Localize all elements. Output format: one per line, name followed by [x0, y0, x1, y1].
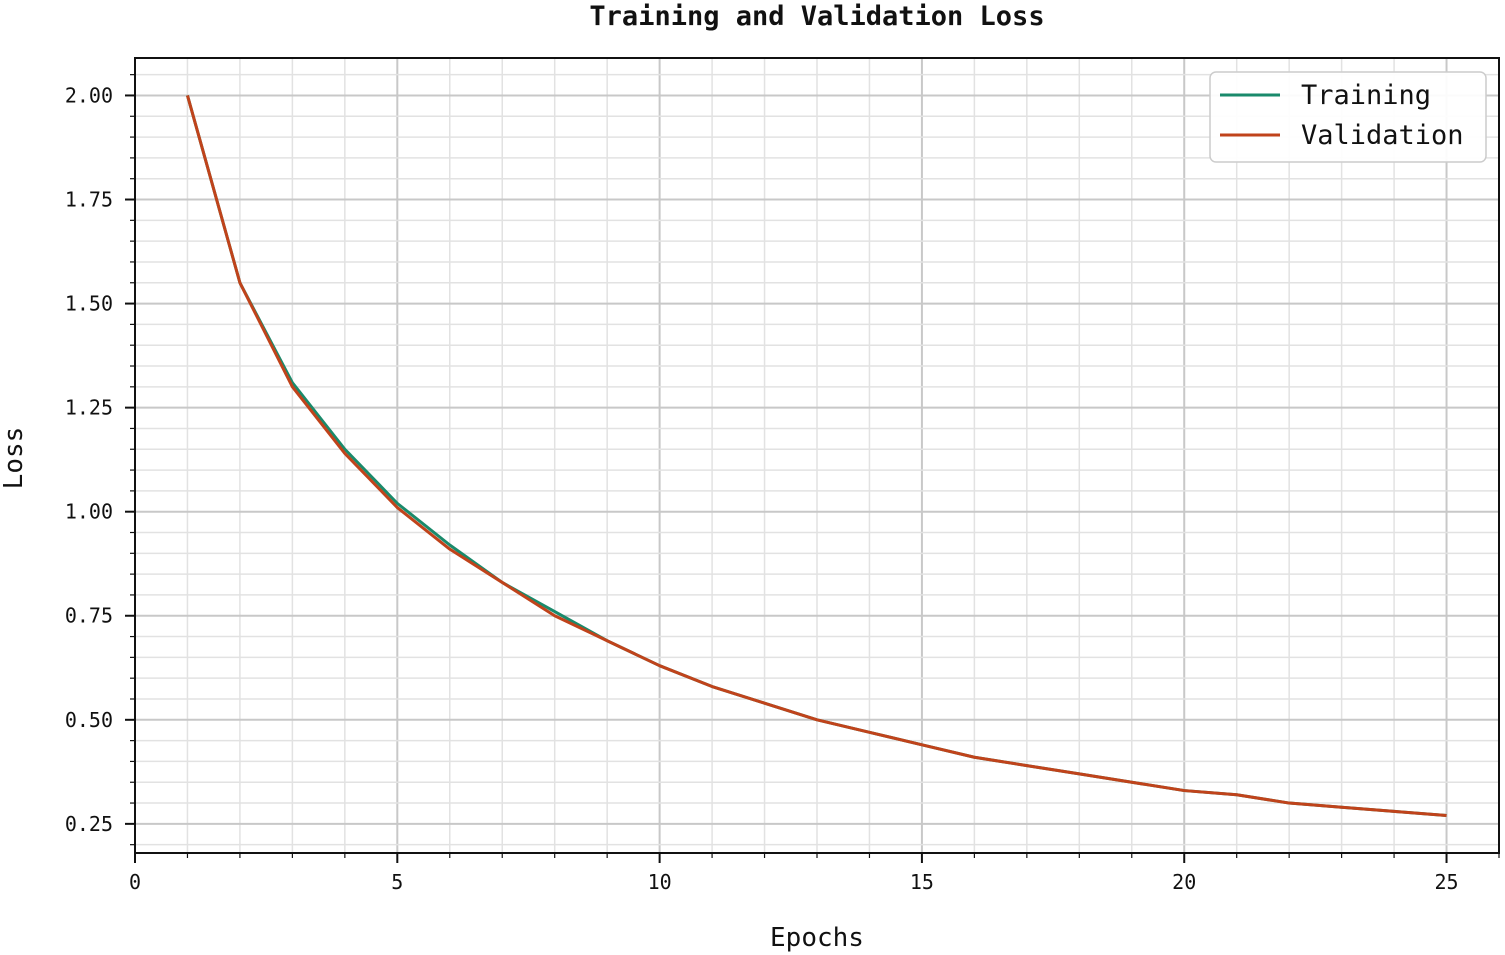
- grid: [135, 58, 1499, 853]
- y-tick-label: 1.00: [65, 500, 113, 524]
- legend-label-training: Training: [1301, 80, 1431, 111]
- chart-title: Training and Validation Loss: [589, 1, 1044, 32]
- axis-ticks: 0 5 10 15 20 25 0.25 0.50 0.75 1.00 1.25 1.50 1.75 2.…: [65, 74, 1500, 894]
- x-tick-label: 15: [910, 870, 934, 894]
- y-tick-label: 1.75: [65, 188, 113, 212]
- y-axis-label: Loss: [0, 427, 29, 490]
- y-tick-label: 1.25: [65, 396, 113, 420]
- series-lines: [186, 95, 1447, 818]
- y-tick-label: 0.50: [65, 708, 113, 732]
- y-tick-label: 2.00: [65, 83, 113, 107]
- legend-label-validation: Validation: [1301, 120, 1464, 151]
- x-tick-label: 10: [648, 870, 672, 894]
- series-line-validation: [186, 95, 1447, 818]
- x-tick-label: 5: [391, 870, 403, 894]
- y-tick-label: 0.75: [65, 604, 113, 628]
- y-tick-label: 0.25: [65, 812, 113, 836]
- x-axis-label: Epochs: [770, 923, 864, 953]
- legend: Training Validation: [1209, 71, 1487, 163]
- x-tick-label: 20: [1172, 870, 1196, 894]
- y-tick-label: 1.50: [65, 292, 113, 316]
- x-tick-label: 25: [1434, 870, 1458, 894]
- x-tick-label: 0: [129, 870, 141, 894]
